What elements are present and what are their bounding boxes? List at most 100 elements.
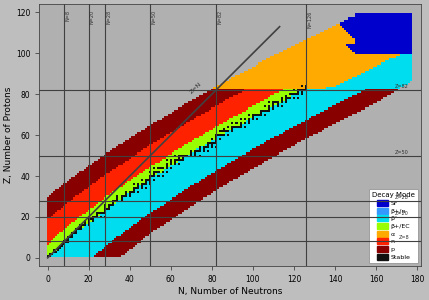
Bar <box>127 224 129 226</box>
Bar <box>348 73 350 75</box>
Bar <box>172 112 174 114</box>
Bar <box>350 81 353 83</box>
Bar <box>163 218 166 220</box>
Bar <box>121 212 123 214</box>
Bar <box>309 99 311 101</box>
Bar <box>299 44 301 46</box>
Bar <box>326 32 328 34</box>
Bar <box>219 140 221 142</box>
Bar <box>196 195 199 197</box>
Bar <box>176 112 178 114</box>
Bar <box>143 195 145 197</box>
Bar <box>295 89 297 91</box>
Bar <box>299 67 301 69</box>
Bar <box>242 150 244 152</box>
Bar <box>190 138 192 140</box>
Bar <box>233 103 236 105</box>
Bar <box>221 150 223 152</box>
Bar <box>315 103 317 105</box>
Bar <box>264 154 266 157</box>
Bar <box>233 165 236 167</box>
Bar <box>373 14 375 15</box>
Bar <box>371 32 373 34</box>
Bar <box>196 130 199 132</box>
Bar <box>348 105 350 107</box>
Bar <box>194 99 196 101</box>
Bar <box>192 173 194 175</box>
Bar <box>246 169 248 171</box>
Bar <box>221 95 223 97</box>
Bar <box>160 146 162 148</box>
Bar <box>76 253 78 255</box>
Bar <box>115 148 116 150</box>
Bar <box>285 97 287 99</box>
Bar <box>184 132 186 134</box>
Bar <box>328 107 330 110</box>
Bar <box>293 105 295 107</box>
Bar <box>293 71 295 73</box>
Bar <box>256 114 258 116</box>
Bar <box>139 226 141 228</box>
Bar <box>184 171 186 173</box>
Bar <box>289 107 291 110</box>
Bar <box>315 122 317 124</box>
Bar <box>143 214 145 216</box>
Bar <box>47 230 49 232</box>
Bar <box>385 26 387 28</box>
Bar <box>338 64 340 67</box>
Bar <box>385 48 387 50</box>
Bar <box>230 83 231 85</box>
Bar <box>166 177 168 179</box>
Bar <box>390 42 391 44</box>
Bar <box>408 40 410 42</box>
Bar <box>359 24 361 26</box>
Bar <box>174 112 176 114</box>
Bar <box>393 44 396 46</box>
Bar <box>233 136 236 138</box>
Bar <box>147 148 149 150</box>
Bar <box>315 99 317 101</box>
Bar <box>73 181 76 183</box>
Bar <box>55 202 57 204</box>
Bar <box>201 97 202 99</box>
Bar <box>299 62 301 64</box>
Bar <box>277 142 278 144</box>
Bar <box>270 69 272 71</box>
Bar <box>53 197 55 200</box>
Bar <box>100 228 102 230</box>
Bar <box>332 110 334 112</box>
Bar <box>84 208 86 210</box>
Bar <box>154 124 155 126</box>
Bar <box>49 255 51 257</box>
Bar <box>398 56 400 58</box>
Bar <box>278 73 281 75</box>
Bar <box>369 93 371 95</box>
Bar <box>137 134 139 136</box>
Bar <box>340 32 342 34</box>
Bar <box>371 38 373 40</box>
Bar <box>404 32 406 34</box>
Bar <box>299 114 301 116</box>
Bar <box>256 110 258 112</box>
Bar <box>297 97 299 99</box>
Bar <box>116 177 118 179</box>
Bar <box>387 46 390 48</box>
Bar <box>256 81 258 83</box>
Bar <box>359 62 361 64</box>
Bar <box>188 206 190 208</box>
Bar <box>320 36 322 38</box>
Bar <box>246 73 248 75</box>
Bar <box>387 60 390 62</box>
Bar <box>108 241 110 242</box>
Bar <box>242 116 244 118</box>
Bar <box>213 130 215 132</box>
Bar <box>108 161 110 163</box>
Bar <box>242 118 244 120</box>
Bar <box>373 77 375 79</box>
Bar <box>51 200 53 202</box>
Bar <box>73 230 76 232</box>
Bar <box>182 194 184 195</box>
Bar <box>106 234 108 236</box>
Bar <box>137 163 139 165</box>
Bar <box>252 91 254 93</box>
